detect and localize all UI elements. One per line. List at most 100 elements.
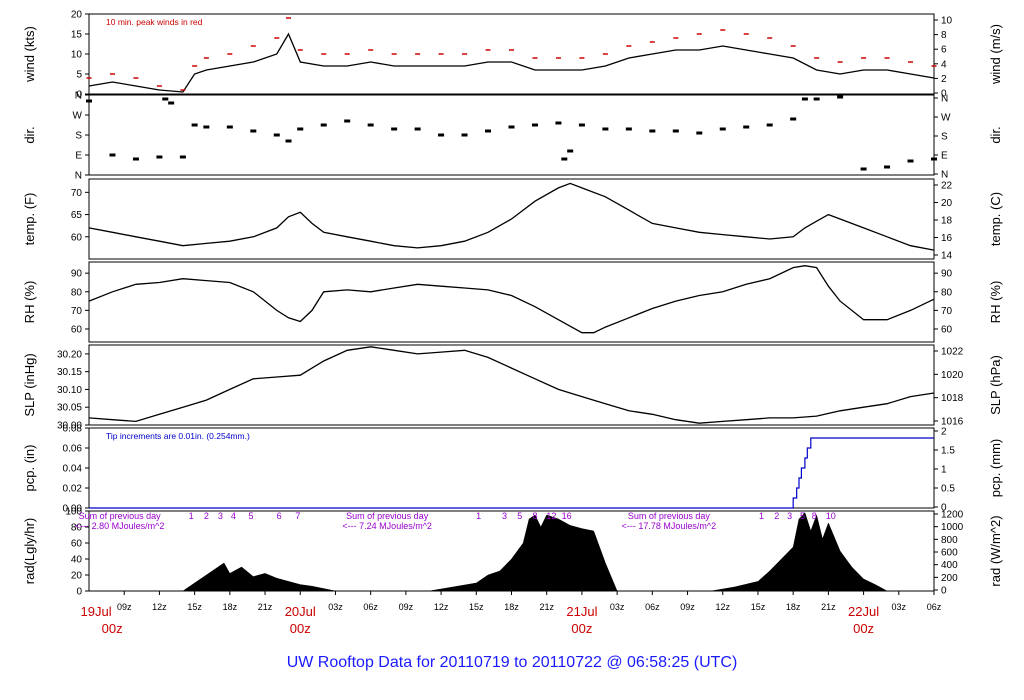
direction-mark (884, 165, 891, 169)
direction-mark (156, 155, 163, 159)
day-label: 20Jul (285, 604, 316, 619)
direction-mark (766, 123, 773, 127)
panel-frame (88, 178, 935, 260)
left-tick-label: 80 (71, 287, 83, 298)
direction-mark (132, 157, 139, 161)
left-axis-label: RH (%) (22, 281, 37, 324)
right-tick-label: W (941, 113, 951, 124)
radiation-marker: 8 (532, 511, 537, 521)
right-tick-label: 8 (941, 30, 947, 41)
left-tick-label: E (75, 151, 82, 162)
left-tick-label: 10 (71, 50, 83, 61)
direction-mark (391, 127, 398, 131)
radiation-sum-value: <--- 7.24 MJoules/m^2 (342, 521, 432, 531)
right-tick-label: 0 (941, 89, 947, 100)
left-axis-label: temp. (F) (22, 193, 37, 246)
right-tick-label: 1016 (941, 417, 964, 428)
panel-frame (88, 344, 935, 426)
left-tick-label: 0 (76, 90, 82, 101)
time-tick-label: 21z (539, 602, 554, 612)
left-tick-label: 0.08 (63, 424, 83, 435)
right-axis-label: temp. (C) (988, 192, 1003, 246)
direction-mark (250, 129, 257, 133)
right-tick-label: 90 (941, 269, 953, 280)
right-axis-label: dir. (988, 126, 1003, 143)
right-tick-label: N (941, 170, 948, 181)
radiation-marker: 3 (787, 511, 792, 521)
direction-mark (931, 157, 937, 161)
direction-mark (743, 125, 750, 129)
direction-mark (320, 123, 327, 127)
left-axis-label: dir. (22, 126, 37, 143)
direction-mark (625, 127, 632, 131)
direction-mark (344, 119, 351, 123)
radiation-marker: 4 (231, 511, 236, 521)
radiation-marker: 6 (277, 511, 282, 521)
right-tick-label: 80 (941, 287, 953, 298)
panel-slp: SLP (inHg) SLP (hPa) 30.00 30.05 30.10 30.15 3… (22, 344, 1003, 432)
right-tick-label: 0 (941, 586, 947, 597)
left-tick-label: 65 (71, 210, 83, 221)
right-tick-label: 60 (941, 324, 953, 335)
right-tick-label: 2 (941, 427, 947, 438)
direction-mark (485, 129, 492, 133)
time-tick-label: 18z (223, 602, 238, 612)
left-tick-label: 70 (71, 188, 83, 199)
right-tick-label: 1 (941, 465, 947, 476)
right-tick-label: 18 (941, 216, 953, 227)
direction-mark (461, 133, 468, 137)
radiation-marker: 8 (812, 511, 817, 521)
direction-mark (837, 95, 844, 99)
right-tick-label: S (941, 132, 948, 143)
right-tick-label: 1.5 (941, 446, 955, 457)
direction-mark (649, 129, 656, 133)
left-tick-label: 30.15 (57, 367, 82, 378)
time-tick-label: 15z (751, 602, 766, 612)
right-tick-label: E (941, 151, 948, 162)
radiation-sum-label: Sum of previous day (346, 511, 429, 521)
left-tick-label: 0.06 (63, 444, 83, 455)
left-tick-label: 70 (71, 306, 83, 317)
direction-mark (719, 127, 726, 131)
panel-temp: temp. (F) temp. (C) 60 65 70 14 16 18 20 22 (22, 178, 1003, 262)
left-axis-label: SLP (inHg) (22, 353, 37, 416)
right-tick-label: 16 (941, 233, 953, 244)
direction-mark (438, 133, 445, 137)
radiation-marker: 10 (826, 511, 836, 521)
left-tick-label: 30.10 (57, 385, 82, 396)
radiation-marker: 5 (800, 511, 805, 521)
right-tick-label: 70 (941, 306, 953, 317)
left-tick-label: 0.00 (63, 504, 83, 515)
direction-mark (907, 159, 914, 163)
chart-title: UW Rooftop Data for 20110719 to 20110722… (287, 654, 738, 671)
series-temp-0 (88, 182, 935, 251)
right-tick-label: 800 (941, 535, 958, 546)
time-axis: 09z 12z 15z 18z 21z 20Jul 03z 06z 09z 12z 15z 18z 21… (81, 591, 942, 636)
direction-mark (801, 97, 808, 101)
left-tick-label: 0 (76, 587, 82, 598)
left-tick-label: 60 (71, 232, 83, 243)
left-tick-label: 15 (71, 30, 83, 41)
day-time-label: 00z (853, 621, 874, 636)
left-tick-label: S (75, 131, 82, 142)
time-tick-label: 15z (187, 602, 202, 612)
time-tick-label: 12z (152, 602, 167, 612)
time-tick-label: 12z (434, 602, 449, 612)
day-time-label: 00z (571, 621, 592, 636)
panel-wind: wind (kts) wind (m/s) 0 5 10 15 20 0 2 4 6 8 10 10 mi… (22, 10, 1003, 101)
left-tick-label: 20 (71, 10, 83, 21)
panel-pcp: pcp. (in) pcp. (mm) 0.00 0.02 0.04 0.06 0.08 0 0… (22, 424, 1003, 515)
radiation-marker: 1 (189, 511, 194, 521)
time-tick-label: 09z (399, 602, 414, 612)
radiation-marker: 12 (546, 511, 556, 521)
right-tick-label: 1200 (941, 510, 964, 521)
radiation-marker: 5 (248, 511, 253, 521)
right-tick-label: 0.5 (941, 484, 955, 495)
radiation-sum-value: <--- 17.78 MJoules/m^2 (622, 521, 717, 531)
left-tick-label: 0.04 (63, 464, 83, 475)
series-dir-0 (86, 95, 937, 171)
series-rh-0 (88, 265, 935, 334)
direction-mark (860, 167, 867, 171)
radiation-marker: 2 (204, 511, 209, 521)
series-pcp-0 (89, 437, 934, 509)
